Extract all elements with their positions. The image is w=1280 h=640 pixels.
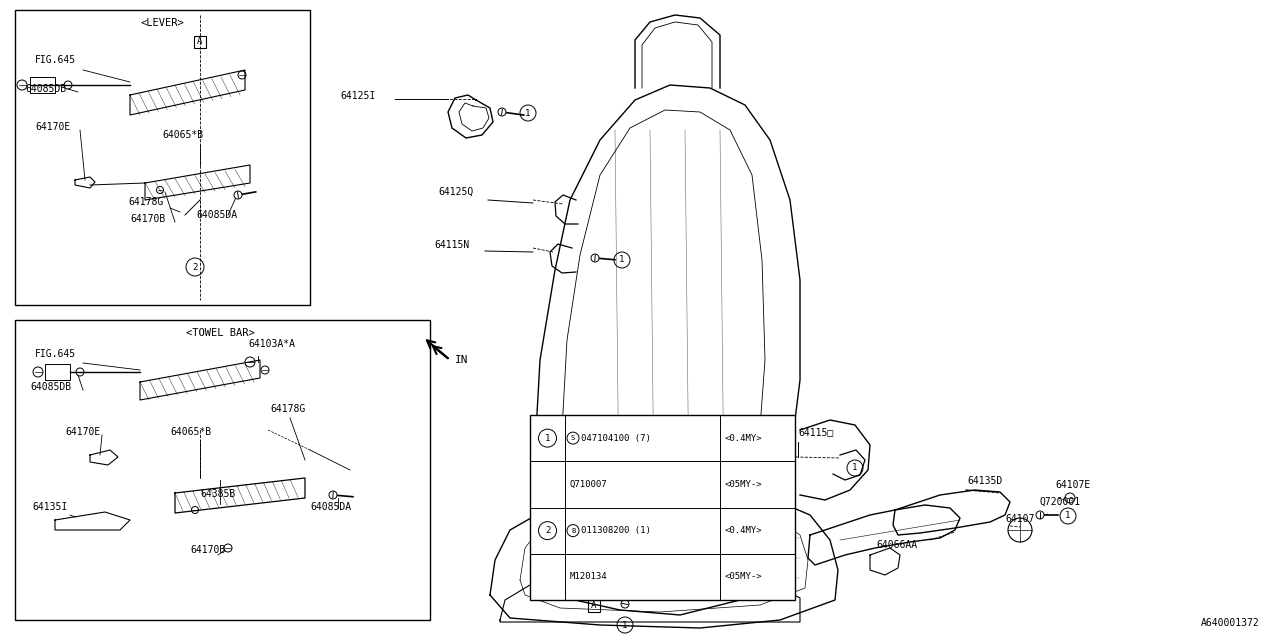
Text: 1: 1 xyxy=(852,463,858,472)
Text: 64065*B: 64065*B xyxy=(163,130,204,140)
Text: <TOWEL BAR>: <TOWEL BAR> xyxy=(186,328,255,338)
Text: A640001372: A640001372 xyxy=(1201,618,1260,628)
Text: 64107: 64107 xyxy=(1005,514,1034,524)
Circle shape xyxy=(1036,511,1044,519)
Text: M120134: M120134 xyxy=(570,572,608,581)
Text: Q720001: Q720001 xyxy=(1039,497,1082,507)
Text: 64065*B: 64065*B xyxy=(170,427,211,437)
Text: 64178G: 64178G xyxy=(270,404,305,414)
Text: 1: 1 xyxy=(620,255,625,264)
Text: 64135D: 64135D xyxy=(966,476,1002,486)
Text: 64107E: 64107E xyxy=(1055,480,1091,490)
Text: IN: IN xyxy=(454,355,468,365)
Text: 64125Q: 64125Q xyxy=(438,187,474,197)
Text: 047104100 (7): 047104100 (7) xyxy=(581,434,650,443)
Bar xyxy=(45,364,70,380)
Text: 64085DA: 64085DA xyxy=(196,210,237,220)
Text: A: A xyxy=(591,602,596,611)
Text: 64115N: 64115N xyxy=(434,240,470,250)
Text: <05MY->: <05MY-> xyxy=(724,480,763,489)
Circle shape xyxy=(591,254,599,262)
Text: 64125A: 64125A xyxy=(589,574,625,584)
Bar xyxy=(15,320,430,620)
Text: 64178G: 64178G xyxy=(128,197,164,207)
Text: S: S xyxy=(571,435,575,441)
Bar xyxy=(195,36,206,48)
Text: <0.4MY>: <0.4MY> xyxy=(724,434,763,443)
Text: <LEVER>: <LEVER> xyxy=(141,18,184,28)
Text: 1: 1 xyxy=(1065,511,1070,520)
Text: 011308200 (1): 011308200 (1) xyxy=(581,526,650,535)
Text: 64115□: 64115□ xyxy=(797,427,833,437)
Text: 64125I: 64125I xyxy=(340,91,375,101)
Bar xyxy=(15,10,310,305)
Text: 64385B: 64385B xyxy=(200,489,236,499)
Text: 64170E: 64170E xyxy=(65,427,100,437)
Text: Q710007: Q710007 xyxy=(570,480,608,489)
Text: 64170E: 64170E xyxy=(35,122,70,132)
Text: 2: 2 xyxy=(192,262,197,271)
Bar xyxy=(530,415,795,600)
Bar xyxy=(588,600,600,612)
Circle shape xyxy=(498,108,506,116)
Text: 1: 1 xyxy=(622,621,627,630)
Text: FIG.645: FIG.645 xyxy=(35,55,76,65)
Text: A: A xyxy=(197,38,202,47)
Text: FIG.645: FIG.645 xyxy=(35,349,76,359)
Text: 64170B: 64170B xyxy=(131,214,165,224)
Circle shape xyxy=(621,600,628,608)
Text: 64103A*A: 64103A*A xyxy=(248,339,294,349)
Text: 64085DB: 64085DB xyxy=(29,382,72,392)
Circle shape xyxy=(329,491,337,499)
Text: 64085DA: 64085DA xyxy=(310,502,351,512)
Text: <0.4MY>: <0.4MY> xyxy=(724,526,763,535)
Circle shape xyxy=(234,191,242,199)
Text: 64170B: 64170B xyxy=(189,545,225,555)
Text: 64085DB: 64085DB xyxy=(26,84,67,94)
Text: 1: 1 xyxy=(525,109,531,118)
Text: 64135I: 64135I xyxy=(32,502,68,512)
Text: 1: 1 xyxy=(545,434,550,443)
Bar xyxy=(29,77,55,93)
Text: B: B xyxy=(571,527,575,534)
Text: 2: 2 xyxy=(545,526,550,535)
Text: 64066AA: 64066AA xyxy=(876,540,918,550)
Text: <05MY->: <05MY-> xyxy=(724,572,763,581)
